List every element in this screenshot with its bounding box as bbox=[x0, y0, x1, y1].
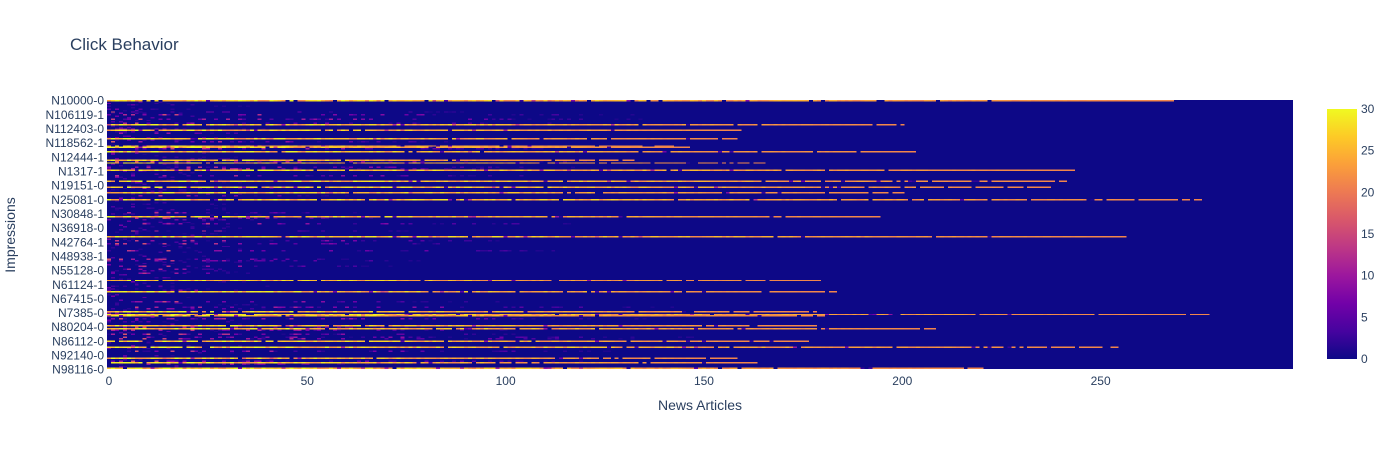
x-tick-label: 150 bbox=[694, 374, 714, 388]
y-tick-label: N48938-1 bbox=[51, 249, 104, 263]
y-tick-label: N30848-1 bbox=[51, 207, 104, 221]
colorbar-tick-label: 0 bbox=[1361, 352, 1368, 366]
heatmap-cells bbox=[107, 100, 1293, 369]
heatmap-plot-area bbox=[107, 100, 1293, 369]
y-tick-label: N67415-0 bbox=[51, 292, 104, 306]
colorbar-tick-label: 5 bbox=[1361, 310, 1368, 324]
y-tick-label: N36918-0 bbox=[51, 221, 104, 235]
y-tick-label: N86112-0 bbox=[52, 334, 104, 348]
x-tick-label: 250 bbox=[1091, 374, 1111, 388]
y-tick-label: N1317-1 bbox=[58, 164, 104, 178]
y-tick-label: N12444-1 bbox=[51, 150, 104, 164]
y-tick-label: N106119-1 bbox=[46, 108, 105, 122]
colorbar-tick-label: 20 bbox=[1361, 185, 1375, 199]
colorbar-tick-label: 30 bbox=[1361, 102, 1375, 116]
colorbar-tick-label: 10 bbox=[1361, 269, 1375, 283]
colorbar-tick-label: 25 bbox=[1361, 144, 1375, 158]
y-tick-label: N7385-0 bbox=[58, 306, 104, 320]
y-tick-label: N80204-0 bbox=[51, 320, 104, 334]
chart-title: Click Behavior bbox=[70, 35, 179, 54]
colorbar-ticks: 0 5 10 15 20 25 30 bbox=[1361, 102, 1375, 366]
y-tick-label: N25081-0 bbox=[51, 193, 104, 207]
x-axis-ticks: 0 50 100 150 200 250 bbox=[106, 374, 1111, 388]
y-tick-label: N92140-0 bbox=[51, 349, 104, 363]
y-tick-label: N55128-0 bbox=[51, 264, 104, 278]
colorbar-tick-label: 15 bbox=[1361, 227, 1375, 241]
y-tick-label: N19151-0 bbox=[51, 179, 104, 193]
y-axis-title: Impressions bbox=[2, 197, 18, 272]
y-tick-label: N112403-0 bbox=[46, 122, 105, 136]
y-tick-label: N10000-0 bbox=[51, 94, 104, 108]
y-tick-label: N118562-1 bbox=[46, 136, 105, 150]
y-tick-label: N98116-0 bbox=[52, 363, 104, 377]
x-tick-label: 100 bbox=[496, 374, 516, 388]
y-axis-ticks: N10000-0N106119-1N112403-0N118562-1N1244… bbox=[46, 94, 105, 377]
y-tick-label: N42764-1 bbox=[51, 235, 104, 249]
x-axis-title: News Articles bbox=[658, 397, 742, 413]
colorbar bbox=[1327, 109, 1357, 359]
x-tick-label: 50 bbox=[301, 374, 315, 388]
y-tick-label: N61124-1 bbox=[52, 278, 104, 292]
x-tick-label: 0 bbox=[106, 374, 113, 388]
x-tick-label: 200 bbox=[892, 374, 912, 388]
